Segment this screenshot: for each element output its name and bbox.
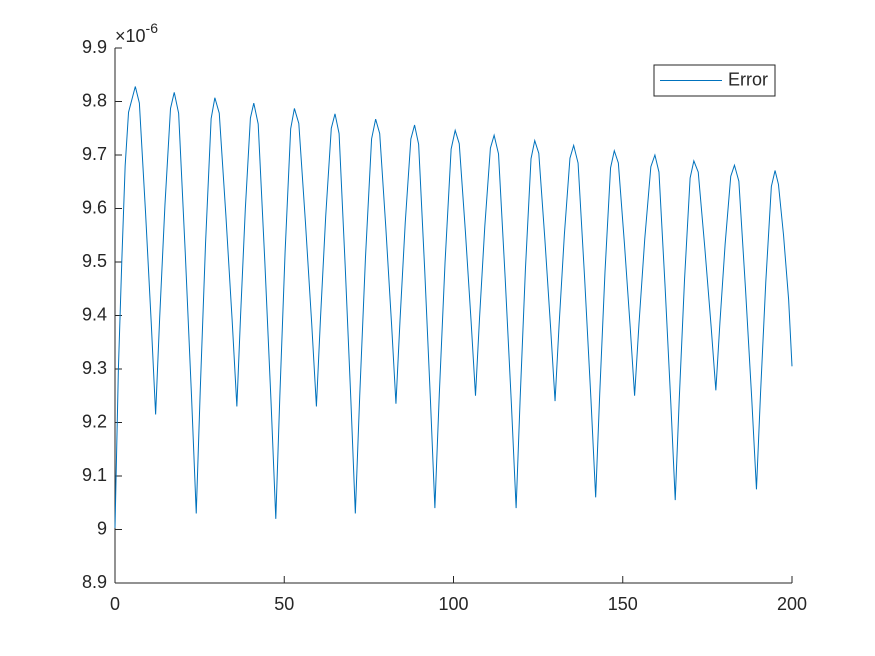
y-tick-label: 9.6 [82,197,107,217]
y-tick-label: 9.1 [82,465,107,485]
y-tick-label: 9.7 [82,144,107,164]
line-series [114,86,793,528]
x-tick-label: 200 [777,594,807,614]
y-tick-label: 9.2 [82,411,107,431]
y-tick-label: 9.8 [82,90,107,110]
y-exponent: ×10-6 [115,20,158,46]
x-tick-label: 100 [438,594,468,614]
y-tick-label: 8.9 [82,572,107,592]
legend-label: Error [728,69,768,89]
y-tick-label: 9.5 [82,251,107,271]
x-tick-label: 150 [608,594,638,614]
y-tick-label: 9.4 [82,304,107,324]
x-tick-label: 0 [110,594,120,614]
x-tick-label: 50 [274,594,294,614]
y-tick-label: 9 [97,518,107,538]
y-tick-label: 9.3 [82,358,107,378]
exponent-power: -6 [146,20,159,36]
y-tick-label: 9.9 [82,37,107,57]
exponent-base: ×10 [115,26,146,46]
